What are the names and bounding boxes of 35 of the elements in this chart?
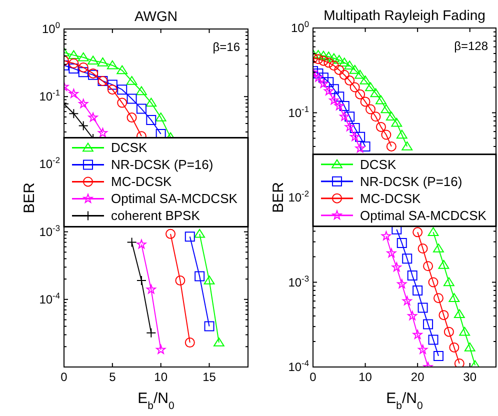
legend-label: NR-DCSK (P=16): [111, 157, 214, 172]
x-tick-label: 15: [202, 370, 216, 384]
y-tick-label: 10$^{-3}$: [39, 222, 60, 239]
legend-label: NR-DCSK (P=16): [360, 174, 462, 189]
legend-label: DCSK: [360, 156, 396, 172]
legend-label: Optimal SA-MCDCSK: [360, 208, 487, 223]
y-tick-label: 10$^{-4}$: [39, 290, 60, 306]
legend-label: coherent BPSK: [111, 208, 200, 224]
annotation: β=16: [212, 40, 240, 54]
legend-label: Optimal SA-MCDCSK: [111, 191, 238, 206]
chart-title: AWGN: [134, 8, 178, 24]
legend-label: DCSK: [111, 140, 148, 156]
y-axis-title: BER: [270, 182, 287, 213]
y-axis-title: BER: [21, 182, 38, 214]
chart-title: Multipath Rayleigh Fading: [324, 7, 486, 23]
x-axis-title: E$_{b}$/N$_{0}$: [386, 390, 424, 412]
y-tick-label: 10$^{-1}$: [288, 104, 310, 120]
legend-label: MC-DCSK: [111, 174, 172, 190]
y-tick-label: 10$^{-2}$: [288, 188, 310, 204]
annotation: β=128: [454, 39, 488, 53]
y-tick-label: 10$^{-2}$: [39, 155, 60, 172]
x-tick-label: 0: [60, 370, 68, 384]
x-tick-label: 0: [310, 370, 317, 384]
x-axis-title: E$_{b}$/N$_{0}$: [138, 390, 175, 412]
x-tick-label: 30: [463, 370, 477, 384]
x-tick-label: 10: [154, 370, 168, 384]
y-tick-label: 10$^{-3}$: [288, 273, 310, 290]
y-tick-label: 10$^{-4}$: [288, 358, 310, 374]
legend-label: MC-DCSK: [360, 190, 421, 206]
y-tick-label: 10$^{0}$: [42, 20, 60, 36]
x-tick-label: 5: [109, 370, 116, 384]
x-tick-label: 20: [410, 370, 425, 384]
y-tick-label: 10$^{0}$: [290, 19, 310, 35]
x-tick-label: 10: [358, 370, 372, 384]
y-tick-label: 10$^{-1}$: [39, 88, 60, 104]
